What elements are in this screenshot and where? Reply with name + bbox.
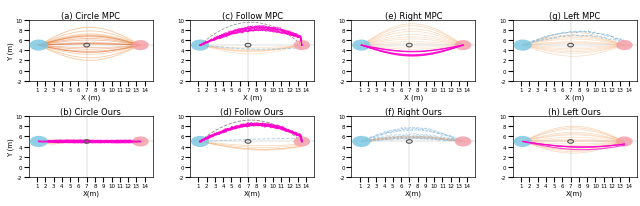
Title: (b) Circle Ours: (b) Circle Ours (60, 108, 121, 116)
Circle shape (616, 137, 633, 147)
X-axis label: X (m): X (m) (565, 94, 584, 100)
Circle shape (352, 136, 371, 147)
Title: (h) Left Ours: (h) Left Ours (548, 108, 601, 116)
Circle shape (191, 40, 209, 52)
Circle shape (294, 137, 310, 147)
Title: (g) Left MPC: (g) Left MPC (549, 12, 600, 21)
Circle shape (455, 137, 471, 147)
Title: (d) Follow Ours: (d) Follow Ours (220, 108, 284, 116)
X-axis label: X(m): X(m) (405, 190, 422, 196)
Circle shape (352, 40, 371, 52)
Title: (c) Follow MPC: (c) Follow MPC (221, 12, 283, 21)
Title: (f) Right Ours: (f) Right Ours (385, 108, 442, 116)
Circle shape (616, 41, 633, 51)
Circle shape (455, 41, 471, 51)
Circle shape (132, 137, 148, 147)
Circle shape (29, 40, 48, 52)
X-axis label: X(m): X(m) (244, 190, 260, 196)
Circle shape (513, 40, 532, 52)
Y-axis label: Y (m): Y (m) (8, 42, 14, 60)
Title: (a) Circle MPC: (a) Circle MPC (61, 12, 120, 21)
X-axis label: X (m): X (m) (243, 94, 262, 100)
Circle shape (29, 136, 48, 147)
X-axis label: X (m): X (m) (404, 94, 423, 100)
Circle shape (191, 136, 209, 147)
Title: (e) Right MPC: (e) Right MPC (385, 12, 442, 21)
Y-axis label: Y (m): Y (m) (8, 137, 14, 156)
X-axis label: X (m): X (m) (81, 94, 100, 100)
X-axis label: X(m): X(m) (83, 190, 99, 196)
Circle shape (513, 136, 532, 147)
Circle shape (132, 41, 148, 51)
X-axis label: X(m): X(m) (566, 190, 583, 196)
Circle shape (294, 41, 310, 51)
